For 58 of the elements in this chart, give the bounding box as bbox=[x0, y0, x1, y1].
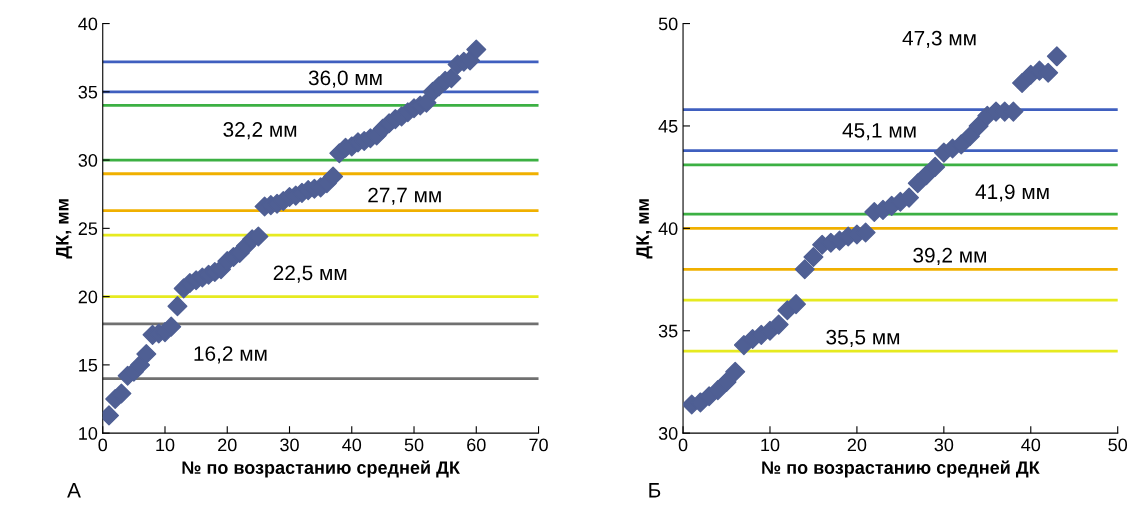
x-tick-label: 20 bbox=[847, 438, 867, 452]
point bbox=[167, 296, 188, 317]
x-tick-label: 60 bbox=[467, 438, 486, 452]
point bbox=[925, 156, 946, 177]
x-tick-label: 40 bbox=[342, 438, 362, 452]
x-tick-label: 10 bbox=[761, 438, 780, 452]
x-tick-label: 30 bbox=[934, 438, 954, 452]
point bbox=[794, 259, 815, 280]
annotation: 22,5 мм bbox=[273, 265, 347, 283]
y-tick-label: 35 bbox=[658, 324, 678, 338]
point bbox=[1046, 46, 1067, 67]
annotation: 32,2 мм bbox=[223, 122, 297, 140]
y-tick-label: 25 bbox=[78, 222, 98, 236]
y-axis-title: ДК, мм bbox=[636, 199, 653, 259]
y-tick-label: 45 bbox=[658, 120, 678, 133]
y-tick-label: 10 bbox=[79, 427, 98, 440]
y-tick-label: 35 bbox=[78, 85, 98, 99]
x-axis-title: № по возрастанию средней ДК bbox=[182, 460, 460, 478]
y-tick-label: 40 bbox=[658, 222, 678, 236]
y-tick-label: 40 bbox=[78, 17, 98, 31]
x-tick-label: 30 bbox=[280, 438, 299, 452]
y-tick-label: 20 bbox=[78, 290, 98, 304]
point bbox=[111, 383, 132, 404]
x-tick-label: 70 bbox=[529, 438, 548, 452]
point bbox=[466, 39, 487, 60]
y-axis-title: ДК, мм bbox=[56, 199, 73, 259]
point bbox=[136, 343, 157, 364]
annotation: 35,5 мм bbox=[826, 329, 900, 347]
y-tick-label: 50 bbox=[658, 17, 678, 31]
annotation: 47,3 мм bbox=[902, 30, 976, 48]
point bbox=[716, 371, 737, 392]
x-tick-label: 50 bbox=[404, 438, 424, 452]
x-tick-label: 0 bbox=[678, 438, 688, 452]
x-tick-label: 50 bbox=[1108, 438, 1128, 452]
annotation: 27,7 мм bbox=[368, 187, 441, 205]
x-tick-label: 0 bbox=[98, 438, 108, 452]
point bbox=[768, 314, 789, 335]
point bbox=[803, 247, 824, 268]
text: А bbox=[67, 483, 81, 498]
x-tick-label: 20 bbox=[218, 438, 237, 452]
x-tick-label: 40 bbox=[1021, 438, 1041, 452]
y-tick-label: 30 bbox=[78, 154, 98, 167]
point bbox=[899, 187, 920, 208]
point bbox=[323, 166, 344, 187]
x-tick-label: 10 bbox=[156, 438, 175, 452]
x-axis-title: № по возрастанию средней ДК bbox=[762, 460, 1040, 478]
text: Б bbox=[649, 483, 661, 498]
annotation: 41,9 мм bbox=[975, 184, 1049, 202]
point bbox=[959, 126, 980, 147]
y-tick-label: 30 bbox=[658, 427, 678, 440]
annotation: 36,0 мм bbox=[308, 70, 382, 88]
annotation: 39,2 мм bbox=[913, 247, 986, 266]
point bbox=[786, 294, 807, 315]
y-tick-label: 15 bbox=[79, 359, 98, 372]
annotation: 45,1 мм bbox=[842, 123, 916, 141]
point bbox=[968, 115, 989, 136]
point bbox=[725, 361, 746, 382]
annotation: 16,2 мм bbox=[194, 346, 267, 364]
